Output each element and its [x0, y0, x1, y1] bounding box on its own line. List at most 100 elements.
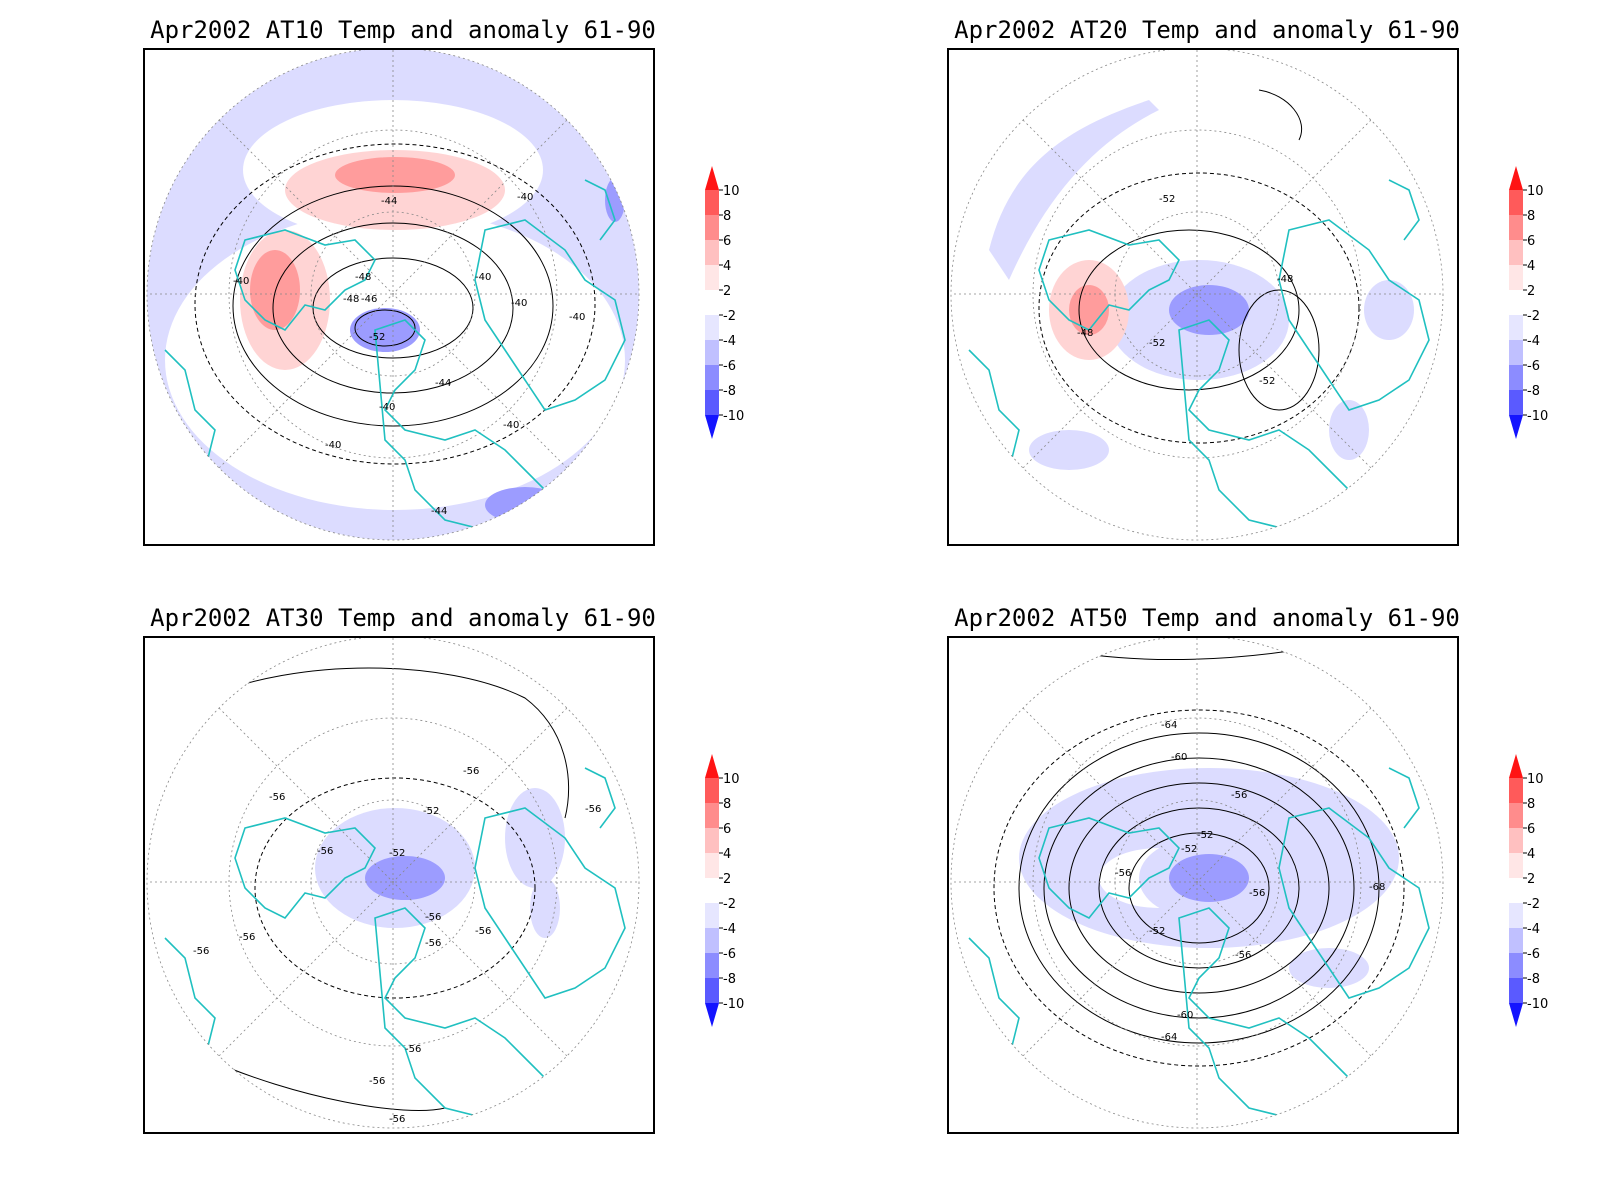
contour-label: -44	[381, 196, 397, 207]
colorbar-label: 6	[1527, 234, 1535, 249]
panel-title: Apr2002 AT30 Temp and anomaly 61-90	[150, 604, 656, 632]
contour-label: -48	[1077, 328, 1093, 339]
contour-label: -56	[463, 766, 479, 777]
contour-label: -40	[503, 420, 519, 431]
colorbar-swatch	[1509, 166, 1523, 190]
colorbar-swatch	[1509, 215, 1523, 240]
colorbar-swatch	[705, 953, 719, 978]
colorbar: 10 8 6 4 2 -2 -4 -6 -8 -10	[703, 750, 763, 1040]
contour-label: -40	[379, 402, 395, 413]
colorbar-swatch	[1509, 828, 1523, 853]
colorbar-swatch	[1509, 903, 1523, 928]
contour-label: -52	[389, 848, 405, 859]
polar-map: -56 -56 -56 -52 -52 -56 -56 -56 -56 -56 …	[143, 636, 655, 1134]
colorbar-swatch	[705, 903, 719, 928]
colorbar-swatch	[705, 928, 719, 953]
contour-label: -40	[325, 440, 341, 451]
contour-label: -52	[1149, 926, 1165, 937]
contour-label: -40	[569, 312, 585, 323]
colorbar-swatch	[705, 1003, 719, 1027]
contour-labels: -52 -48 -48 -52 -52	[1077, 194, 1293, 387]
colorbar-swatch	[1509, 290, 1523, 315]
contour-labels: -56 -56 -56 -52 -52 -56 -56 -56 -56 -56 …	[193, 766, 601, 1125]
colorbar-swatch	[1509, 778, 1523, 803]
contour-label: -40	[517, 192, 533, 203]
colorbar-label: -8	[723, 384, 736, 399]
colorbar-swatch	[705, 978, 719, 1003]
contour-label: -40	[511, 298, 527, 309]
colorbar-label: 2	[1527, 872, 1535, 887]
colorbar-label: -6	[1527, 947, 1540, 962]
colorbar-swatch	[705, 365, 719, 390]
colorbar-label: 6	[1527, 822, 1535, 837]
colorbar-label: 10	[723, 772, 740, 787]
colorbar-label: 2	[1527, 284, 1535, 299]
colorbar-swatch	[1509, 415, 1523, 439]
colorbar-label: 6	[723, 234, 731, 249]
map-panel-at50: Apr2002 AT50 Temp and anomaly 61-90	[947, 604, 1600, 1164]
colorbar-label: 4	[723, 847, 731, 862]
contour-label: -56	[1231, 790, 1247, 801]
map-panel-at10: Apr2002 AT10 Temp and anomaly 61-90	[143, 16, 863, 576]
colorbar-label: -4	[723, 334, 736, 349]
contour-label: -48	[1277, 274, 1293, 285]
colorbar-label: -4	[1527, 922, 1540, 937]
colorbar-label: -6	[1527, 359, 1540, 374]
contour-label: -52	[1181, 844, 1197, 855]
colorbar-label: -2	[1527, 309, 1540, 324]
colorbar: 10 8 6 4 2 -2 -4 -6 -8 -10	[1507, 162, 1567, 452]
colorbar-label: -2	[723, 309, 736, 324]
colorbar-swatch	[1509, 240, 1523, 265]
colorbar-label: 6	[723, 822, 731, 837]
colorbar-swatch	[1509, 928, 1523, 953]
contour-label: -68	[1369, 882, 1385, 893]
panel-title: Apr2002 AT10 Temp and anomaly 61-90	[150, 16, 656, 44]
colorbar-label: 8	[1527, 209, 1535, 224]
colorbar-label: 10	[1527, 184, 1544, 199]
colorbar-swatch	[705, 828, 719, 853]
colorbar-swatch	[1509, 190, 1523, 215]
colorbar-label: 10	[723, 184, 740, 199]
colorbar-label: 10	[1527, 772, 1544, 787]
contour-label: -56	[1235, 950, 1251, 961]
map-panel-at30: Apr2002 AT30 Temp and anomaly 61-90	[143, 604, 863, 1164]
colorbar-swatch	[705, 778, 719, 803]
colorbar-label: -10	[723, 997, 744, 1012]
polar-map: -52 -48 -48 -52 -52	[947, 48, 1459, 546]
contour-label: -56	[369, 1076, 385, 1087]
colorbar-swatch	[705, 878, 719, 903]
colorbar-swatch	[705, 265, 719, 290]
colorbar-label: 2	[723, 284, 731, 299]
contour-label: -40	[475, 272, 491, 283]
colorbar-label: -6	[723, 947, 736, 962]
contour-label: -52	[1159, 194, 1175, 205]
colorbar-swatch	[1509, 878, 1523, 903]
panel-title: Apr2002 AT20 Temp and anomaly 61-90	[954, 16, 1460, 44]
colorbar-label: 2	[723, 872, 731, 887]
colorbar-label: 8	[723, 797, 731, 812]
colorbar-label: 4	[1527, 259, 1535, 274]
map-panel-at20: Apr2002 AT20 Temp and anomaly 61-90	[947, 16, 1600, 576]
colorbar-swatch	[705, 853, 719, 878]
colorbar-swatch	[705, 166, 719, 190]
contour-label: -56	[269, 792, 285, 803]
colorbar-swatch	[705, 290, 719, 315]
colorbar-swatch	[705, 190, 719, 215]
contour-label: -56	[425, 938, 441, 949]
contour-label: -44	[435, 378, 451, 389]
contour-label: -52	[1259, 376, 1275, 387]
colorbar-swatch	[1509, 978, 1523, 1003]
colorbar-label: -8	[1527, 384, 1540, 399]
contour-label: -56	[425, 912, 441, 923]
contour-label: -56	[389, 1114, 405, 1125]
colorbar-label: -10	[723, 409, 744, 424]
colorbar-swatch	[1509, 754, 1523, 778]
contour-label: -40	[233, 276, 249, 287]
colorbar-swatch	[1509, 853, 1523, 878]
colorbar-swatch	[1509, 1003, 1523, 1027]
contour-label: -52	[423, 806, 439, 817]
contour-label: -56	[585, 804, 601, 815]
contour-label: -56	[1115, 868, 1131, 879]
colorbar-swatch	[1509, 365, 1523, 390]
contour-labels: -40 -44 -48 -48 -46 -52 -40 -40 -40 -40 …	[233, 192, 585, 517]
